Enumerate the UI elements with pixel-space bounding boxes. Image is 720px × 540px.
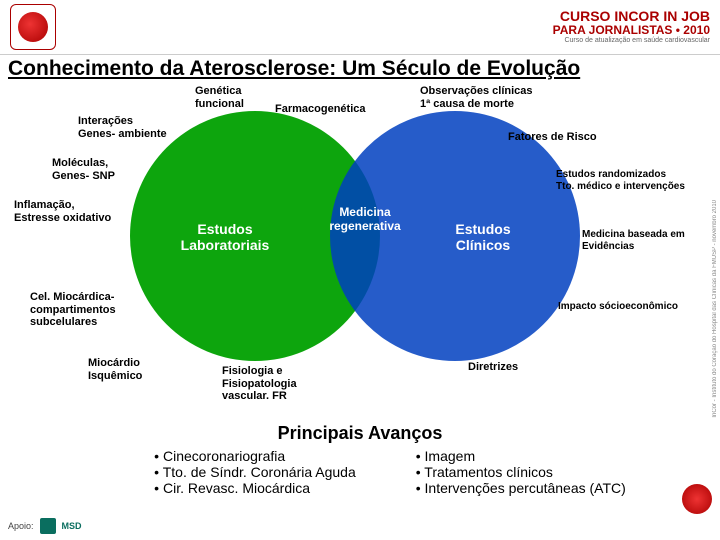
main-title: Conhecimento da Aterosclerose: Um Século… — [0, 55, 720, 81]
advance-item: Cir. Revasc. Miocárdica — [154, 480, 356, 496]
label-miocardio: Miocárdio Isquêmico — [88, 357, 142, 382]
label-celmio: Cel. Miocárdica- compartimentos subcelul… — [30, 291, 116, 329]
label-genetica: Genética funcional — [195, 85, 244, 110]
label-inflamacao: Inflamação, Estresse oxidativo — [14, 199, 111, 224]
label-observ: Observações clínicas 1ª causa de morte — [420, 85, 533, 110]
advance-item: Imagem — [416, 448, 626, 464]
label-fisiologia: Fisiologia e Fisiopatologia vascular. FR — [222, 365, 297, 403]
label-interacoes: Interações Genes- ambiente — [78, 115, 167, 140]
side-text: InCor - Instituto do Coração do Hospital… — [712, 200, 718, 418]
footer-sponsor: MSD — [62, 521, 82, 531]
advance-item: Cinecoronariografia — [154, 448, 356, 464]
header-sub: Curso de atualização em saúde cardiovasc… — [553, 37, 710, 45]
logo-box — [10, 4, 56, 50]
venn-diagram: Estudos Laboratoriais Estudos Clínicos M… — [0, 81, 720, 421]
footer: Apoio: MSD — [8, 518, 82, 534]
advance-item: Tto. de Síndr. Coronária Aguda — [154, 464, 356, 480]
footer-apoio: Apoio: — [8, 521, 34, 531]
header-right: CURSO INCOR IN JOB PARA JORNALISTAS • 20… — [553, 9, 710, 45]
msd-logo-icon — [40, 518, 56, 534]
label-impacto: Impacto sócioeconômico — [558, 301, 678, 313]
label-farmaco: Farmacogenética — [275, 103, 365, 116]
label-moleculas: Moléculas, Genes- SNP — [52, 157, 115, 182]
advances-left-list: CinecoronariografiaTto. de Síndr. Coroná… — [154, 448, 356, 496]
advance-item: Intervenções percutâneas (ATC) — [416, 480, 626, 496]
advances-title: Principais Avanços — [0, 423, 720, 444]
header-title1: CURSO INCOR IN JOB — [553, 9, 710, 24]
advances-columns: CinecoronariografiaTto. de Síndr. Coroná… — [0, 444, 720, 496]
label-evidencias: Medicina baseada em Evidências — [582, 229, 685, 252]
label-fatores: Fatores de Risco — [508, 131, 597, 144]
header: CURSO INCOR IN JOB PARA JORNALISTAS • 20… — [0, 0, 720, 55]
label-diretrizes: Diretrizes — [468, 361, 518, 374]
logo-icon — [18, 12, 48, 42]
venn-label-blue: Estudos Clínicos — [433, 221, 533, 253]
corner-logo-icon — [682, 484, 712, 514]
venn-label-green: Estudos Laboratoriais — [165, 221, 285, 253]
header-title2: PARA JORNALISTAS • 2010 — [553, 24, 710, 37]
label-randomizados: Estudos randomizados Tto. médico e inter… — [556, 169, 685, 192]
venn-label-overlap: Medicina regenerativa — [320, 206, 410, 234]
advances-right-list: ImagemTratamentos clínicosIntervenções p… — [416, 448, 626, 496]
advance-item: Tratamentos clínicos — [416, 464, 626, 480]
